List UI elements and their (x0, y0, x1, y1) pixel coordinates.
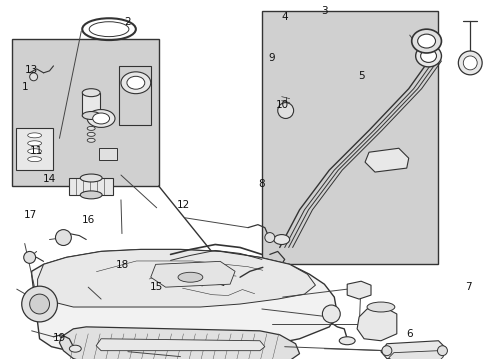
Polygon shape (150, 261, 235, 287)
Circle shape (322, 305, 340, 323)
Bar (16, 129, 53, 170)
Text: 3: 3 (321, 6, 327, 17)
Ellipse shape (87, 109, 115, 127)
Text: 7: 7 (465, 282, 471, 292)
Ellipse shape (82, 89, 100, 96)
Text: 18: 18 (115, 260, 128, 270)
Text: 13: 13 (24, 65, 38, 75)
Text: 8: 8 (258, 179, 264, 189)
Text: 11: 11 (30, 146, 43, 156)
Circle shape (264, 233, 274, 243)
Text: 9: 9 (268, 53, 274, 63)
Polygon shape (38, 249, 315, 307)
Text: 17: 17 (23, 210, 37, 220)
Circle shape (24, 251, 36, 264)
Circle shape (55, 230, 71, 246)
Polygon shape (388, 351, 443, 360)
Polygon shape (69, 178, 113, 195)
Ellipse shape (87, 138, 95, 142)
Circle shape (457, 51, 481, 75)
Text: 2: 2 (124, 17, 131, 27)
Text: 19: 19 (52, 333, 65, 343)
Polygon shape (60, 327, 299, 360)
Ellipse shape (273, 235, 289, 244)
Ellipse shape (178, 272, 203, 282)
Text: 10: 10 (275, 100, 288, 110)
Ellipse shape (93, 113, 109, 124)
Ellipse shape (89, 22, 129, 37)
Ellipse shape (28, 141, 41, 146)
Bar (262, 11, 438, 264)
Ellipse shape (82, 112, 100, 120)
Ellipse shape (87, 126, 95, 130)
Text: 4: 4 (281, 13, 287, 22)
Bar (99, 148, 117, 160)
Polygon shape (380, 341, 446, 359)
Ellipse shape (127, 76, 144, 89)
Ellipse shape (171, 269, 209, 285)
Ellipse shape (80, 174, 102, 182)
Ellipse shape (420, 50, 436, 62)
Circle shape (277, 103, 293, 118)
Text: 14: 14 (43, 174, 56, 184)
Ellipse shape (415, 45, 441, 67)
Ellipse shape (28, 149, 41, 154)
Polygon shape (356, 307, 396, 341)
Ellipse shape (411, 29, 441, 53)
Ellipse shape (339, 337, 354, 345)
Text: 5: 5 (358, 71, 365, 81)
Circle shape (381, 346, 391, 356)
Ellipse shape (28, 157, 41, 162)
Circle shape (462, 56, 476, 70)
Circle shape (437, 346, 447, 356)
Text: 12: 12 (177, 200, 190, 210)
Ellipse shape (121, 72, 150, 94)
Polygon shape (32, 249, 337, 357)
Ellipse shape (80, 191, 102, 199)
Ellipse shape (69, 345, 81, 352)
Text: 6: 6 (406, 329, 412, 339)
Circle shape (21, 286, 57, 322)
Text: 1: 1 (22, 82, 28, 92)
Polygon shape (96, 339, 264, 351)
Ellipse shape (28, 133, 41, 138)
Bar (12, 39, 158, 186)
Text: 15: 15 (149, 282, 163, 292)
Ellipse shape (417, 34, 435, 48)
Text: 16: 16 (81, 215, 95, 225)
Polygon shape (365, 148, 408, 172)
Bar (119, 66, 150, 125)
Circle shape (30, 294, 49, 314)
Ellipse shape (87, 132, 95, 136)
Ellipse shape (366, 302, 394, 312)
Circle shape (30, 73, 38, 81)
Polygon shape (82, 93, 100, 116)
Polygon shape (346, 281, 370, 299)
